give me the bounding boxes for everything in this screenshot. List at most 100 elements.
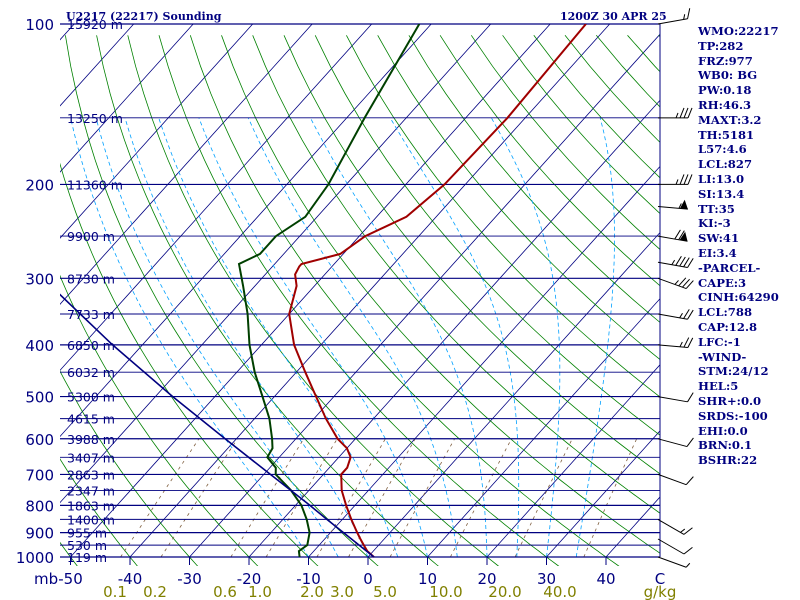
mixing-ratio-line [160, 438, 238, 558]
barb-flag [687, 337, 694, 348]
wind-barb [657, 473, 694, 486]
index-value: EHI:0.0 [698, 423, 748, 438]
mixing-ratio-label: 5.0 [373, 583, 397, 600]
barb-flag [683, 257, 690, 268]
height-label: 1863 m [67, 498, 115, 513]
barb-flag [683, 107, 689, 119]
barb-flag [685, 280, 694, 289]
temperature-tick-label: -30 [177, 570, 202, 588]
dry-adiabat [408, 35, 660, 323]
isobars [60, 23, 661, 558]
moist-adiabat [491, 117, 561, 558]
barb-half-flag [678, 203, 682, 209]
index-value: CINH:64290 [698, 290, 779, 305]
wind-barbs [657, 8, 694, 568]
temperature-tick-label: 40 [596, 570, 615, 588]
wind-barb [657, 518, 693, 535]
barb-flag [687, 107, 693, 119]
temperature-tick-label: -10 [296, 570, 321, 588]
temperature-unit-label: C [655, 570, 665, 588]
dewpoint-line [237, 24, 421, 558]
index-value: KI:-3 [698, 216, 731, 231]
station-title: U2217 (22217) Sounding [66, 10, 222, 23]
pressure-label: 100 [25, 16, 54, 34]
barb-flag [679, 256, 686, 267]
temperature-tick-label: -20 [237, 570, 262, 588]
wind-barb [657, 437, 694, 448]
index-value: LFC:-1 [698, 334, 741, 349]
index-value: CAPE:3 [698, 275, 747, 290]
barb-staff [657, 235, 688, 242]
height-label: 119 m [67, 550, 107, 565]
barb-half-flag [674, 280, 679, 285]
barb-staff [657, 518, 685, 535]
dry-adiabat [60, 274, 259, 566]
wind-barb [657, 229, 688, 242]
parcel-line [60, 293, 375, 558]
temperature-tick-label: 10 [418, 570, 437, 588]
barb-half-flag [671, 259, 676, 265]
wind-barb [657, 538, 693, 555]
dry-adiabat [439, 35, 660, 287]
isotherm [60, 24, 432, 438]
wind-barb [657, 277, 694, 290]
index-value: CAP:12.8 [698, 319, 758, 334]
mixing-ratio-label: 1.0 [248, 583, 272, 600]
wind-barb [658, 107, 693, 119]
dry-adiabat [470, 35, 660, 250]
index-value: BSHR:22 [698, 453, 758, 468]
barb-half-flag [685, 562, 691, 568]
isotherm [308, 165, 660, 558]
isotherm [60, 24, 194, 173]
dry-adiabat [252, 35, 660, 514]
barb-staff [657, 538, 685, 555]
dry-adiabat [283, 35, 660, 475]
barb-flag [687, 174, 693, 185]
isotherm [60, 24, 372, 371]
mixing-ratio-label: 10.0 [429, 583, 462, 600]
moist-adiabat [124, 117, 369, 558]
index-value: -PARCEL- [698, 260, 761, 275]
barb-flag [678, 230, 685, 241]
barb-half-flag [683, 14, 686, 20]
pressure-label: 500 [25, 389, 54, 407]
wind-barb [657, 392, 694, 403]
barb-flag [687, 8, 691, 19]
dry-adiabat [377, 35, 660, 360]
temperature-tick-label: 20 [477, 570, 496, 588]
wind-barb [657, 556, 691, 568]
mixing-ratio-label: 0.6 [213, 583, 237, 600]
barb-flag [675, 256, 682, 266]
isotherm [70, 24, 551, 558]
moist-adiabat [247, 117, 458, 558]
barb-staff [657, 277, 687, 290]
barb-staff [657, 556, 687, 568]
dry-adiabat [314, 35, 660, 436]
mixing-ratio-label: 0.2 [143, 583, 167, 600]
index-value: HEL:5 [698, 379, 739, 394]
index-value: LCL:827 [698, 157, 753, 172]
moist-adiabat [198, 117, 428, 558]
isotherm [60, 24, 491, 504]
pressure-label: 600 [25, 431, 54, 449]
barb-flag [678, 277, 687, 287]
barb-half-flag [680, 528, 686, 533]
wind-barb [657, 8, 691, 25]
index-value: BRN:0.1 [698, 438, 753, 453]
barb-half-flag [675, 179, 679, 185]
height-label: 8730 m [67, 271, 115, 286]
index-value: RH:46.3 [698, 97, 752, 112]
barb-staff [657, 261, 688, 269]
isotherm [248, 99, 660, 558]
dry-adiabat [346, 35, 660, 398]
temperature-tick-label: 0 [363, 570, 373, 588]
index-value: EI:3.4 [698, 245, 737, 260]
dry-adiabat [221, 35, 660, 554]
dry-adiabat [0, 35, 19, 568]
moist-adiabat [575, 117, 615, 558]
index-value: STM:24/12 [698, 364, 769, 379]
index-value: LCL:788 [698, 305, 753, 320]
barb-staff [657, 18, 688, 25]
height-label: 11360 m [67, 177, 123, 192]
